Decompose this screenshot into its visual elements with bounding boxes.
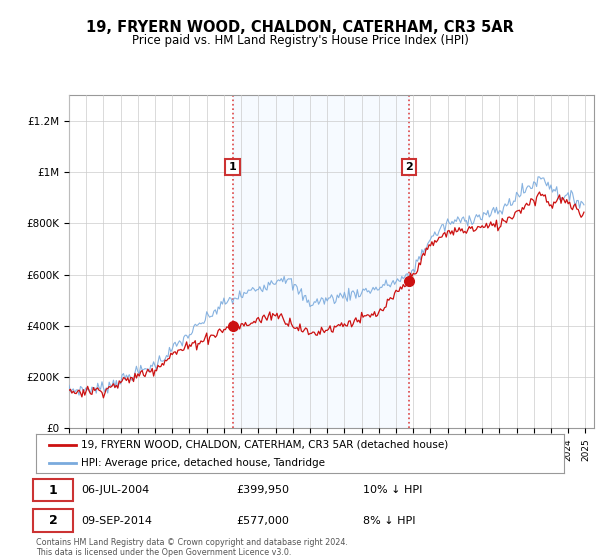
Text: 2: 2 [49, 514, 58, 528]
Text: Contains HM Land Registry data © Crown copyright and database right 2024.
This d: Contains HM Land Registry data © Crown c… [36, 538, 348, 557]
FancyBboxPatch shape [34, 510, 73, 532]
Text: 8% ↓ HPI: 8% ↓ HPI [364, 516, 416, 526]
Text: 1: 1 [49, 483, 58, 497]
Text: 19, FRYERN WOOD, CHALDON, CATERHAM, CR3 5AR: 19, FRYERN WOOD, CHALDON, CATERHAM, CR3 … [86, 20, 514, 35]
Text: 2: 2 [405, 162, 413, 172]
Text: Price paid vs. HM Land Registry's House Price Index (HPI): Price paid vs. HM Land Registry's House … [131, 34, 469, 46]
Text: 10% ↓ HPI: 10% ↓ HPI [364, 485, 423, 495]
Text: 06-JUL-2004: 06-JUL-2004 [81, 485, 149, 495]
Text: £577,000: £577,000 [236, 516, 290, 526]
Text: 09-SEP-2014: 09-SEP-2014 [81, 516, 152, 526]
Text: £399,950: £399,950 [236, 485, 290, 495]
Text: 1: 1 [229, 162, 236, 172]
Text: 19, FRYERN WOOD, CHALDON, CATERHAM, CR3 5AR (detached house): 19, FRYERN WOOD, CHALDON, CATERHAM, CR3 … [81, 440, 448, 450]
Bar [233, 95, 409, 428]
FancyBboxPatch shape [34, 478, 73, 502]
Text: HPI: Average price, detached house, Tandridge: HPI: Average price, detached house, Tand… [81, 458, 325, 468]
